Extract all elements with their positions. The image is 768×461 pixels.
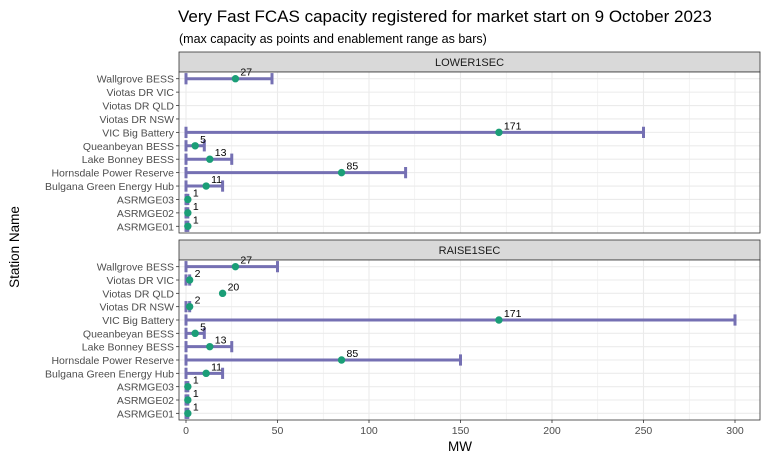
y-tick-label-viotas-dr-qld: Viotas DR QLD	[102, 288, 174, 300]
max-capacity-point-vic-big-battery	[495, 316, 503, 324]
y-tick-label-viotas-dr-vic: Viotas DR VIC	[107, 87, 175, 99]
data-label-vic-big-battery: 171	[504, 308, 522, 320]
y-tick-label-hornsdale-power-reserve: Hornsdale Power Reserve	[51, 168, 174, 180]
y-tick-label-asrmge01: ASRMGE01	[117, 221, 174, 233]
x-axis-title: MW	[448, 439, 472, 454]
max-capacity-point-hornsdale-power-reserve	[337, 168, 346, 177]
range-bar-wallgrove-bess	[184, 73, 274, 85]
data-label-bulgana-green-energy-hub: 11	[211, 361, 222, 373]
max-capacity-point-asrmge03	[184, 382, 192, 391]
range-bar-vic-big-battery	[184, 126, 645, 139]
data-label-asrmge02: 1	[193, 201, 199, 213]
max-capacity-point-bulgana-green-energy-hub	[202, 182, 210, 190]
y-tick-label-wallgrove-bess: Wallgrove BESS	[97, 74, 174, 86]
chart-subtitle: (max capacity as points and enablement r…	[179, 32, 487, 46]
range-bar-hornsdale-power-reserve	[184, 354, 462, 366]
y-tick-label-lake-bonney-bess: Lake Bonney BESS	[82, 342, 174, 354]
y-tick-label-asrmge02: ASRMGE02	[117, 395, 174, 407]
y-tick-label-asrmge02: ASRMGE02	[117, 208, 174, 220]
y-tick-label-bulgana-green-energy-hub: Bulgana Green Energy Hub	[45, 181, 174, 193]
max-capacity-point-asrmge02	[184, 209, 192, 217]
y-tick-label-queanbeyan-bess: Queanbeyan BESS	[83, 141, 174, 153]
max-capacity-point-asrmge03	[184, 195, 192, 204]
max-capacity-point-vic-big-battery	[495, 128, 503, 137]
max-capacity-point-lake-bonney-bess	[206, 342, 214, 351]
y-tick-label-hornsdale-power-reserve: Hornsdale Power Reserve	[51, 355, 174, 367]
x-tick-labels: 0 50 100 150 200 250 300	[183, 420, 744, 437]
panel-border	[178, 259, 761, 421]
data-label-vic-big-battery: 171	[504, 120, 522, 132]
data-label-queanbeyan-bess: 5	[200, 134, 206, 146]
data-label-viotas-dr-qld: 20	[228, 281, 240, 293]
y-tick-label-viotas-dr-vic: Viotas DR VIC	[107, 275, 175, 287]
data-label-lake-bonney-bess: 13	[215, 147, 227, 159]
max-capacity-point-viotas-dr-nsw	[185, 302, 194, 311]
data-label-wallgrove-bess: 27	[240, 255, 252, 267]
range-bar-vic-big-battery	[184, 314, 737, 326]
range-bar-hornsdale-power-reserve	[184, 166, 408, 179]
max-capacity-point-viotas-dr-vic	[185, 276, 194, 284]
max-capacity-point-viotas-dr-qld	[218, 289, 227, 298]
max-capacity-point-queanbeyan-bess	[191, 329, 199, 338]
strip-label-raise1sec: RAISE1SEC	[439, 245, 501, 257]
y-tick-label-asrmge03: ASRMGE03	[117, 382, 174, 394]
max-capacity-point-wallgrove-bess	[231, 262, 240, 271]
data-label-asrmge03: 1	[193, 187, 199, 199]
y-tick-label-wallgrove-bess: Wallgrove BESS	[97, 262, 174, 274]
max-capacity-point-asrmge01	[184, 222, 192, 230]
strip-label-lower1sec: LOWER1SEC	[435, 57, 504, 69]
facet-panels: LOWER1SEC271715138511111RAISE1SEC2722021…	[178, 51, 761, 421]
data-label-hornsdale-power-reserve: 85	[347, 161, 359, 173]
max-capacity-point-bulgana-green-energy-hub	[202, 369, 210, 378]
max-capacity-point-asrmge01	[184, 409, 192, 418]
panel-background	[179, 72, 760, 233]
y-tick-label-bulgana-green-energy-hub: Bulgana Green Energy Hub	[45, 368, 174, 380]
data-label-wallgrove-bess: 27	[240, 67, 252, 79]
x-tick-label: 300	[726, 425, 744, 437]
data-label-asrmge01: 1	[193, 401, 199, 413]
x-tick-label: 200	[543, 425, 561, 437]
x-tick-label: 150	[452, 425, 470, 437]
y-tick-label-viotas-dr-nsw: Viotas DR NSW	[100, 302, 175, 314]
panel-border	[178, 71, 761, 234]
y-tick-label-vic-big-battery: VIC Big Battery	[102, 315, 175, 327]
data-label-asrmge01: 1	[193, 214, 199, 226]
x-tick-label: 50	[272, 425, 284, 437]
data-label-hornsdale-power-reserve: 85	[347, 348, 359, 360]
data-label-viotas-dr-nsw: 2	[195, 295, 201, 307]
y-tick-label-asrmge01: ASRMGE01	[117, 408, 174, 420]
x-tick-label: 0	[183, 425, 189, 437]
y-tick-label-asrmge03: ASRMGE03	[117, 194, 174, 206]
data-label-viotas-dr-vic: 2	[195, 268, 201, 280]
y-axis-title: Station Name	[7, 206, 22, 288]
data-label-asrmge02: 1	[193, 388, 199, 400]
x-tick-label: 250	[635, 425, 653, 437]
max-capacity-point-queanbeyan-bess	[191, 142, 199, 150]
max-capacity-point-asrmge02	[184, 396, 192, 404]
y-tick-label-viotas-dr-nsw: Viotas DR NSW	[100, 114, 175, 126]
y-tick-label-vic-big-battery: VIC Big Battery	[102, 127, 175, 139]
y-tick-label-queanbeyan-bess: Queanbeyan BESS	[83, 328, 174, 340]
max-capacity-point-wallgrove-bess	[231, 75, 240, 83]
max-capacity-point-lake-bonney-bess	[206, 155, 214, 163]
data-label-bulgana-green-energy-hub: 11	[211, 174, 222, 186]
y-tick-label-lake-bonney-bess: Lake Bonney BESS	[82, 154, 174, 166]
chart-title: Very Fast FCAS capacity registered for m…	[178, 7, 712, 26]
x-tick-label: 100	[360, 425, 378, 437]
max-capacity-point-hornsdale-power-reserve	[337, 356, 346, 364]
data-label-lake-bonney-bess: 13	[215, 335, 227, 347]
y-tick-label-viotas-dr-qld: Viotas DR QLD	[102, 101, 174, 113]
panel-background	[179, 260, 760, 420]
data-label-queanbeyan-bess: 5	[200, 321, 206, 333]
data-label-asrmge03: 1	[193, 375, 199, 387]
